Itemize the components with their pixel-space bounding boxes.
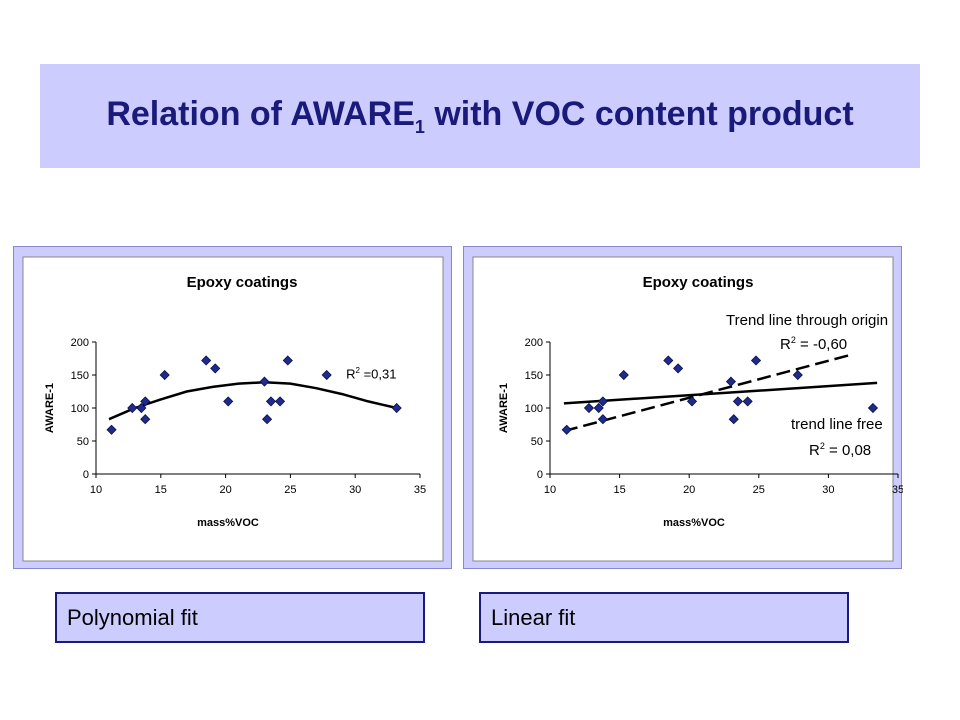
x-axis-label: mass%VOC bbox=[663, 517, 725, 529]
polynomial-fit-caption: Polynomial fit bbox=[55, 592, 425, 643]
data-point bbox=[321, 369, 332, 381]
data-point bbox=[265, 396, 277, 407]
data-point bbox=[597, 396, 608, 407]
polynomial-chart-frame: Epoxy coatings 10 15 20 25 30 35 0 50 100 150 200 ma… bbox=[13, 246, 452, 569]
x-tick-label: 20 bbox=[219, 484, 231, 496]
data-point bbox=[201, 355, 212, 366]
slide-title-subscript: 1 bbox=[414, 116, 425, 137]
y-tick-label: 100 bbox=[71, 403, 89, 415]
slide-title-bar: Relation of AWARE1 with VOC content prod… bbox=[40, 64, 920, 168]
linear-fit-caption: Linear fit bbox=[479, 592, 849, 643]
slide-title-rest: with VOC content product bbox=[424, 94, 854, 133]
trend-line-free bbox=[563, 381, 878, 405]
trend-origin-label: Trend line through origin bbox=[726, 312, 888, 329]
x-tick-label: 20 bbox=[683, 484, 695, 496]
x-tick-label: 15 bbox=[613, 484, 625, 496]
polynomial-r-squared-label: R2 =0,31 bbox=[346, 366, 396, 381]
trend-free-label: trend line free bbox=[791, 416, 883, 433]
y-tick-label: 150 bbox=[525, 370, 543, 382]
data-point bbox=[672, 363, 684, 374]
y-tick-label: 100 bbox=[525, 403, 543, 415]
data-point bbox=[583, 402, 595, 414]
data-point bbox=[282, 355, 293, 366]
chart-panel bbox=[472, 256, 894, 562]
data-point bbox=[127, 402, 138, 414]
x-tick-label: 30 bbox=[349, 484, 361, 496]
slide-title-main: Relation of AWARE bbox=[106, 94, 415, 133]
data-point bbox=[262, 414, 273, 425]
y-tick-label: 0 bbox=[83, 469, 89, 481]
data-point bbox=[140, 414, 151, 425]
slide-title: Relation of AWARE1 with VOC content prod… bbox=[106, 95, 853, 138]
x-tick-label: 35 bbox=[414, 484, 426, 496]
data-point bbox=[593, 402, 604, 414]
data-point bbox=[728, 414, 739, 425]
data-point bbox=[210, 363, 221, 374]
x-axis-label: mass%VOC bbox=[197, 517, 259, 529]
x-tick-label: 10 bbox=[544, 484, 556, 496]
data-point bbox=[686, 396, 698, 407]
x-tick-label: 35 bbox=[892, 484, 903, 496]
polynomial-fit-curve bbox=[108, 381, 397, 421]
data-point bbox=[259, 376, 270, 387]
y-tick-label: 50 bbox=[77, 436, 89, 448]
data-point bbox=[223, 396, 234, 407]
data-point bbox=[867, 402, 879, 414]
linear-fit-chart: Epoxy coatings 10 15 20 25 30 35 0 50 100 150 200 ma… bbox=[472, 256, 903, 562]
x-tick-label: 15 bbox=[155, 484, 167, 496]
data-point bbox=[725, 376, 737, 387]
data-point bbox=[106, 424, 117, 435]
chart-panel bbox=[22, 256, 444, 562]
data-point bbox=[792, 369, 803, 381]
data-point bbox=[274, 396, 286, 407]
data-point bbox=[561, 424, 572, 435]
y-tick-label: 150 bbox=[71, 370, 89, 382]
data-point bbox=[159, 369, 170, 381]
y-tick-label: 200 bbox=[71, 337, 89, 349]
data-point bbox=[663, 355, 674, 366]
x-tick-label: 10 bbox=[90, 484, 102, 496]
data-point bbox=[140, 396, 151, 407]
data-point bbox=[750, 355, 762, 366]
chart-title: Epoxy coatings bbox=[187, 274, 298, 291]
chart-title: Epoxy coatings bbox=[643, 274, 754, 291]
x-tick-label: 25 bbox=[753, 484, 765, 496]
y-tick-label: 0 bbox=[537, 469, 543, 481]
x-tick-label: 25 bbox=[284, 484, 296, 496]
data-point bbox=[742, 396, 753, 407]
data-point bbox=[597, 414, 608, 425]
data-point bbox=[732, 396, 743, 407]
trend-free-r-squared-label: R2 = 0,08 bbox=[809, 441, 871, 459]
x-tick-label: 30 bbox=[822, 484, 834, 496]
data-point bbox=[136, 402, 147, 414]
y-tick-label: 200 bbox=[525, 337, 543, 349]
y-tick-label: 50 bbox=[531, 436, 543, 448]
linear-chart-frame: Epoxy coatings 10 15 20 25 30 35 0 50 100 150 200 ma… bbox=[463, 246, 903, 569]
data-point bbox=[391, 402, 402, 414]
y-axis-label: AWARE-1 bbox=[44, 383, 56, 433]
y-axis-label: AWARE-1 bbox=[498, 383, 510, 433]
data-point bbox=[618, 369, 629, 381]
polynomial-fit-chart: Epoxy coatings 10 15 20 25 30 35 0 50 100 150 200 ma… bbox=[22, 256, 444, 562]
trend-origin-r-squared-label: R2 = -0,60 bbox=[780, 335, 847, 353]
